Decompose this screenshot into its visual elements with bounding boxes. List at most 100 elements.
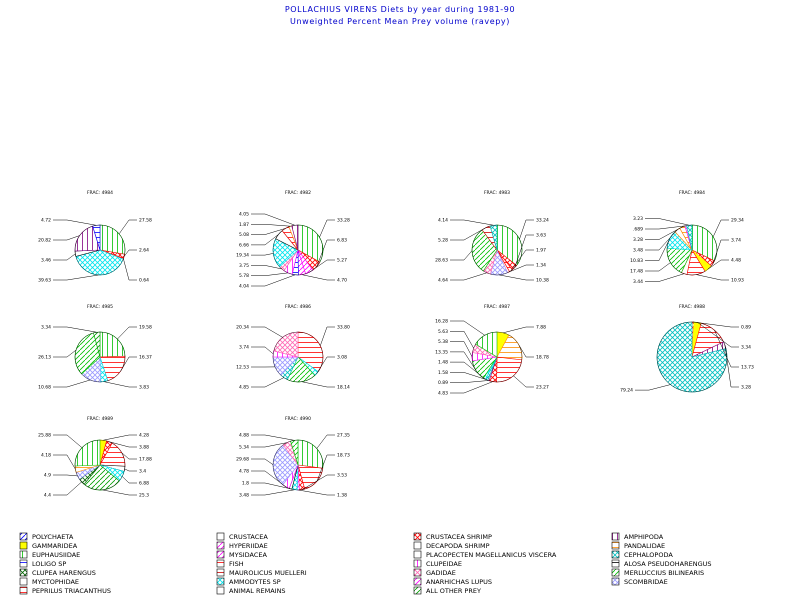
data-label: 3.08 bbox=[337, 355, 347, 361]
data-label: 4.9 bbox=[44, 473, 51, 479]
data-label: 19.34 bbox=[236, 253, 249, 259]
pie-chart-9: FRAC: 4989 25.88 4.18 4.9 4.4 4.28 3.88 17.88 3.… bbox=[38, 416, 152, 499]
data-label: 3.74 bbox=[731, 238, 741, 244]
data-label: 10.83 bbox=[630, 258, 643, 264]
pie-title: FRAC: 4984 bbox=[679, 190, 705, 196]
legend-label: POLYCHAETA bbox=[32, 533, 74, 541]
pie-outline bbox=[471, 224, 523, 276]
data-label: 4.64 bbox=[438, 278, 448, 284]
data-label: 4.28 bbox=[139, 433, 149, 439]
data-label: 3.28 bbox=[633, 237, 643, 243]
data-label: 6.66 bbox=[239, 242, 249, 248]
leader-line bbox=[450, 372, 487, 380]
pie-outline bbox=[272, 331, 324, 383]
data-label: 3.63 bbox=[536, 233, 546, 239]
leader-line bbox=[450, 331, 474, 349]
legend-item-clupea-harengus: CLUPEA HARENGUS bbox=[19, 568, 96, 577]
legend-item-gammaridea: GAMMARIDEA bbox=[19, 541, 78, 550]
data-label: 4.4 bbox=[44, 493, 51, 499]
leader-line bbox=[450, 320, 485, 336]
legend-item-polychaeta: POLYCHAETA bbox=[19, 532, 74, 541]
leader-line bbox=[316, 434, 335, 449]
legend-item-gadidae: GADIDAE bbox=[413, 568, 456, 577]
leader-line bbox=[316, 239, 335, 267]
data-label: 4.88 bbox=[239, 433, 249, 439]
data-label: 29.68 bbox=[236, 457, 249, 463]
data-label: 5.28 bbox=[438, 238, 448, 244]
leader-line bbox=[251, 489, 295, 496]
legend-label: MYCTOPHIDAE bbox=[32, 578, 79, 586]
legend-label: HYPERIIDAE bbox=[229, 542, 268, 550]
leader-line bbox=[117, 326, 137, 340]
data-label: 7.88 bbox=[536, 325, 546, 331]
data-label: 3.53 bbox=[337, 473, 347, 479]
legend-item-scombridae: SCOMBRIDAE bbox=[611, 577, 668, 586]
data-label: 5.08 bbox=[239, 232, 249, 238]
data-label: 33.80 bbox=[337, 325, 350, 331]
pie-outline bbox=[74, 331, 126, 383]
data-label: 5.34 bbox=[239, 445, 249, 451]
legend-swatch bbox=[216, 550, 225, 559]
legend-swatch bbox=[216, 559, 225, 568]
legend-item-maurolicus-muelleri: MAUROLICUS MUELLERI bbox=[216, 568, 307, 577]
data-label: 4.72 bbox=[41, 218, 51, 224]
leader-line bbox=[251, 274, 296, 287]
data-label: 33.24 bbox=[536, 218, 549, 224]
leader-line bbox=[645, 239, 670, 261]
legend-item-hyperiidae: HYPERIIDAE bbox=[216, 541, 268, 550]
legend-swatch bbox=[611, 559, 620, 568]
legend-item-euphausiidae: EUPHAUSIIDAE bbox=[19, 550, 80, 559]
leader-line bbox=[103, 434, 137, 441]
leader-line bbox=[450, 351, 477, 371]
leader-line bbox=[251, 272, 288, 276]
legend-swatch bbox=[19, 568, 28, 577]
legend-label: EUPHAUSIIDAE bbox=[32, 551, 80, 559]
leader-line bbox=[450, 361, 485, 379]
leader-line bbox=[692, 321, 739, 328]
legend-swatch bbox=[19, 550, 28, 559]
data-label: 16.37 bbox=[139, 355, 152, 361]
leader-line bbox=[123, 258, 137, 281]
data-label: 0.89 bbox=[438, 380, 448, 386]
legend-swatch bbox=[413, 577, 422, 586]
data-label: 1.38 bbox=[337, 493, 347, 499]
legend-label: PEPRILUS TRIACANTHUS bbox=[32, 587, 111, 595]
data-label: 27.58 bbox=[139, 218, 152, 224]
data-label: 6.88 bbox=[139, 481, 149, 487]
leader-line bbox=[53, 274, 99, 281]
legend-item-mysidacea: MYSIDACEA bbox=[216, 550, 267, 559]
leader-line bbox=[251, 442, 287, 448]
leader-line bbox=[645, 262, 671, 272]
data-label: 3.46 bbox=[41, 258, 51, 264]
legend-swatch bbox=[413, 568, 422, 577]
legend-swatch bbox=[413, 559, 422, 568]
leader-line bbox=[301, 474, 335, 490]
pie-slice-euphausiidae bbox=[99, 224, 126, 255]
data-label: 3.4 bbox=[139, 469, 146, 475]
data-label: 4.05 bbox=[239, 212, 249, 218]
data-label: 10.38 bbox=[536, 278, 549, 284]
data-label: 1.87 bbox=[239, 222, 249, 228]
legend-item-fish: FISH bbox=[216, 559, 244, 568]
data-label: 0.89 bbox=[741, 325, 751, 331]
legend-label: MYSIDACEA bbox=[229, 551, 267, 559]
data-label: 25.3 bbox=[139, 493, 149, 499]
legend-label: PLACOPECTEN MAGELLANICUS VISCERA bbox=[426, 551, 557, 559]
data-label: 27.35 bbox=[337, 433, 350, 439]
data-label: 4.78 bbox=[239, 469, 249, 475]
leader-line bbox=[251, 346, 274, 355]
leader-line bbox=[510, 249, 534, 271]
leader-line bbox=[53, 474, 78, 477]
pie-title: FRAC: 4986 bbox=[285, 304, 311, 310]
legend-swatch bbox=[19, 532, 28, 541]
data-label: 20.34 bbox=[236, 325, 249, 331]
legend-label: FISH bbox=[229, 560, 244, 568]
leader-line bbox=[320, 326, 335, 346]
data-label: 23.27 bbox=[536, 385, 549, 391]
pie-title: FRAC: 4984 bbox=[87, 190, 113, 196]
data-label: 25.88 bbox=[38, 433, 51, 439]
legend-label: ALOSA PSEUDOHARENGUS bbox=[624, 560, 711, 568]
data-label: 3.44 bbox=[633, 279, 643, 285]
legend-swatch bbox=[611, 541, 620, 550]
